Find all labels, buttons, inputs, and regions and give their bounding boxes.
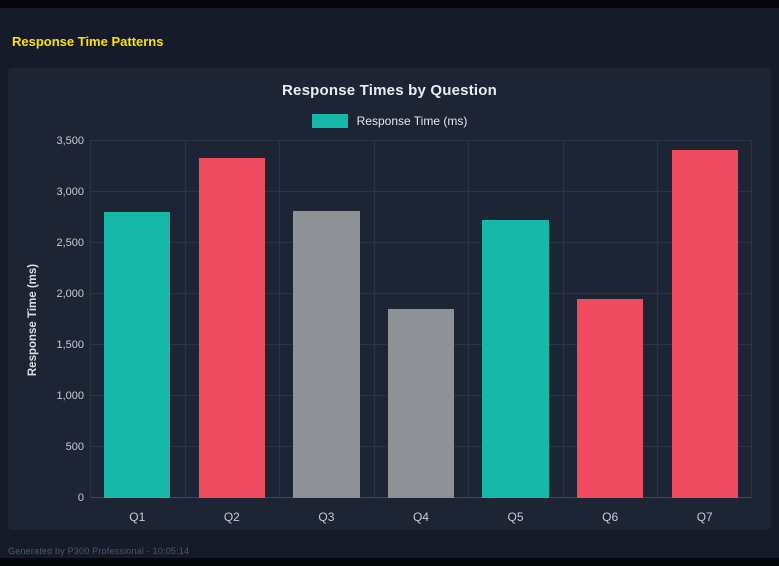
page-title: Response Time Patterns [12,34,164,49]
gridline-vertical [468,141,470,498]
bar-q3[interactable] [293,211,360,498]
bar-q5[interactable] [482,219,549,498]
x-axis-labels: Q1 Q2 Q3 Q4 Q5 Q6 Q7 [90,508,752,524]
bar-q4[interactable] [387,309,455,498]
gridline-horizontal [90,191,752,192]
y-tick-label: 2,000 [56,288,84,301]
gridline-horizontal [90,293,752,294]
gridline-horizontal [90,242,752,243]
x-tick-label: Q7 [696,510,713,524]
chart-panel: Response Times by Question Response Time… [8,68,771,530]
y-axis-labels: 0 500 1,000 1,500 2,000 2,500 3,000 3,500 [8,135,84,504]
legend-item-response-time[interactable]: Response Time (ms) [311,114,468,128]
gridline-vertical [90,141,91,498]
bar-q2[interactable] [198,158,265,498]
legend-label: Response Time (ms) [356,114,468,128]
plot-area [90,140,752,498]
gridline-horizontal [90,140,752,141]
y-tick-label: 0 [77,492,84,504]
chart-title: Response Times by Question [282,82,497,99]
y-tick-label: 500 [65,441,84,454]
footer-text: Generated by P300 Professional - 10:05:1… [8,546,190,556]
page-background: Response Time Patterns Response Times by… [0,8,779,558]
legend-swatch [311,114,348,128]
bar-q1[interactable] [104,212,171,498]
x-tick-label: Q5 [507,510,524,524]
gridline-vertical [751,141,752,498]
bar-q6[interactable] [577,299,644,498]
bar-q7[interactable] [671,150,738,498]
x-tick-label: Q4 [412,510,429,524]
y-tick-label: 1,500 [56,339,84,351]
x-tick-label: Q2 [223,510,240,524]
gridline-vertical [279,141,281,498]
x-tick-label: Q1 [129,510,146,524]
gridline-vertical [373,141,375,498]
gridline-vertical [562,141,564,498]
y-tick-label: 3,500 [56,135,84,147]
y-tick-label: 1,000 [56,390,84,403]
y-tick-label: 2,500 [56,237,84,249]
chart-legend: Response Time (ms) [8,114,771,128]
gridline-vertical [184,141,186,498]
gridline-vertical [657,141,659,498]
y-tick-label: 3,000 [56,186,84,198]
x-tick-label: Q6 [602,510,619,524]
x-tick-label: Q3 [318,510,335,524]
